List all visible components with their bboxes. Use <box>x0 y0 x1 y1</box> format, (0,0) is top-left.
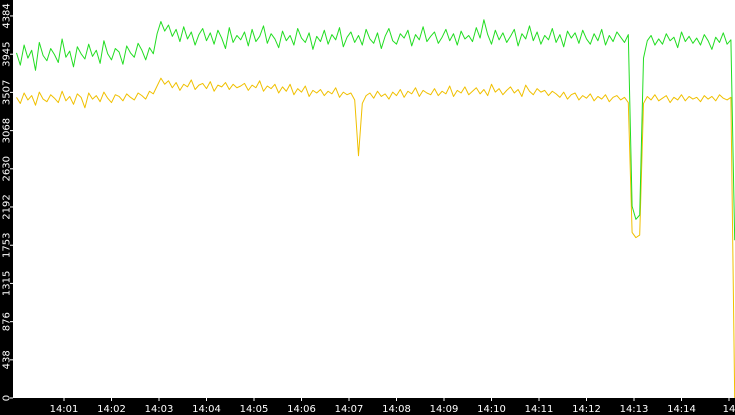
axes: 0 438 876 1315 1753 2192 2630 3068 3507 3945 4384 1… <box>2 3 735 415</box>
plot-area <box>16 19 735 399</box>
x-tick-label: 14:07 <box>335 404 364 415</box>
x-tick-label: 14:08 <box>382 404 411 415</box>
y-tick-label: 3068 <box>2 118 13 143</box>
x-tick-label: 14:14 <box>667 404 696 415</box>
y-tick-label: 1753 <box>2 233 13 258</box>
y-tick-label: 438 <box>2 350 13 369</box>
y-tick-label: 1315 <box>2 271 13 296</box>
x-tick-label: 14:01 <box>50 404 79 415</box>
y-tick-label: 0 <box>2 395 13 401</box>
y-tick-label: 3507 <box>2 80 13 105</box>
y-tick-label: 2630 <box>2 156 13 181</box>
x-tick-label: 14:13 <box>620 404 649 415</box>
x-tick-label: 14 <box>723 404 735 415</box>
x-tick-label: 14:03 <box>145 404 174 415</box>
y-tick-label: 876 <box>2 312 13 331</box>
y-axis-strip <box>0 0 13 415</box>
x-tick-label: 14:12 <box>572 404 601 415</box>
y-tick-label: 3945 <box>2 41 13 66</box>
x-tick-label: 14:09 <box>430 404 459 415</box>
x-tick-label: 14:04 <box>192 404 221 415</box>
series-line <box>16 77 735 399</box>
x-tick-label: 14:11 <box>525 404 554 415</box>
x-tick-label: 14:10 <box>477 404 506 415</box>
y-tick-label: 2192 <box>2 194 13 219</box>
x-tick-label: 14:05 <box>240 404 269 415</box>
x-tick-label: 14:02 <box>97 404 126 415</box>
series-line <box>16 19 735 241</box>
x-tick-label: 14:06 <box>287 404 316 415</box>
y-tick-label: 4384 <box>2 3 13 28</box>
x-axis-strip <box>0 398 735 415</box>
